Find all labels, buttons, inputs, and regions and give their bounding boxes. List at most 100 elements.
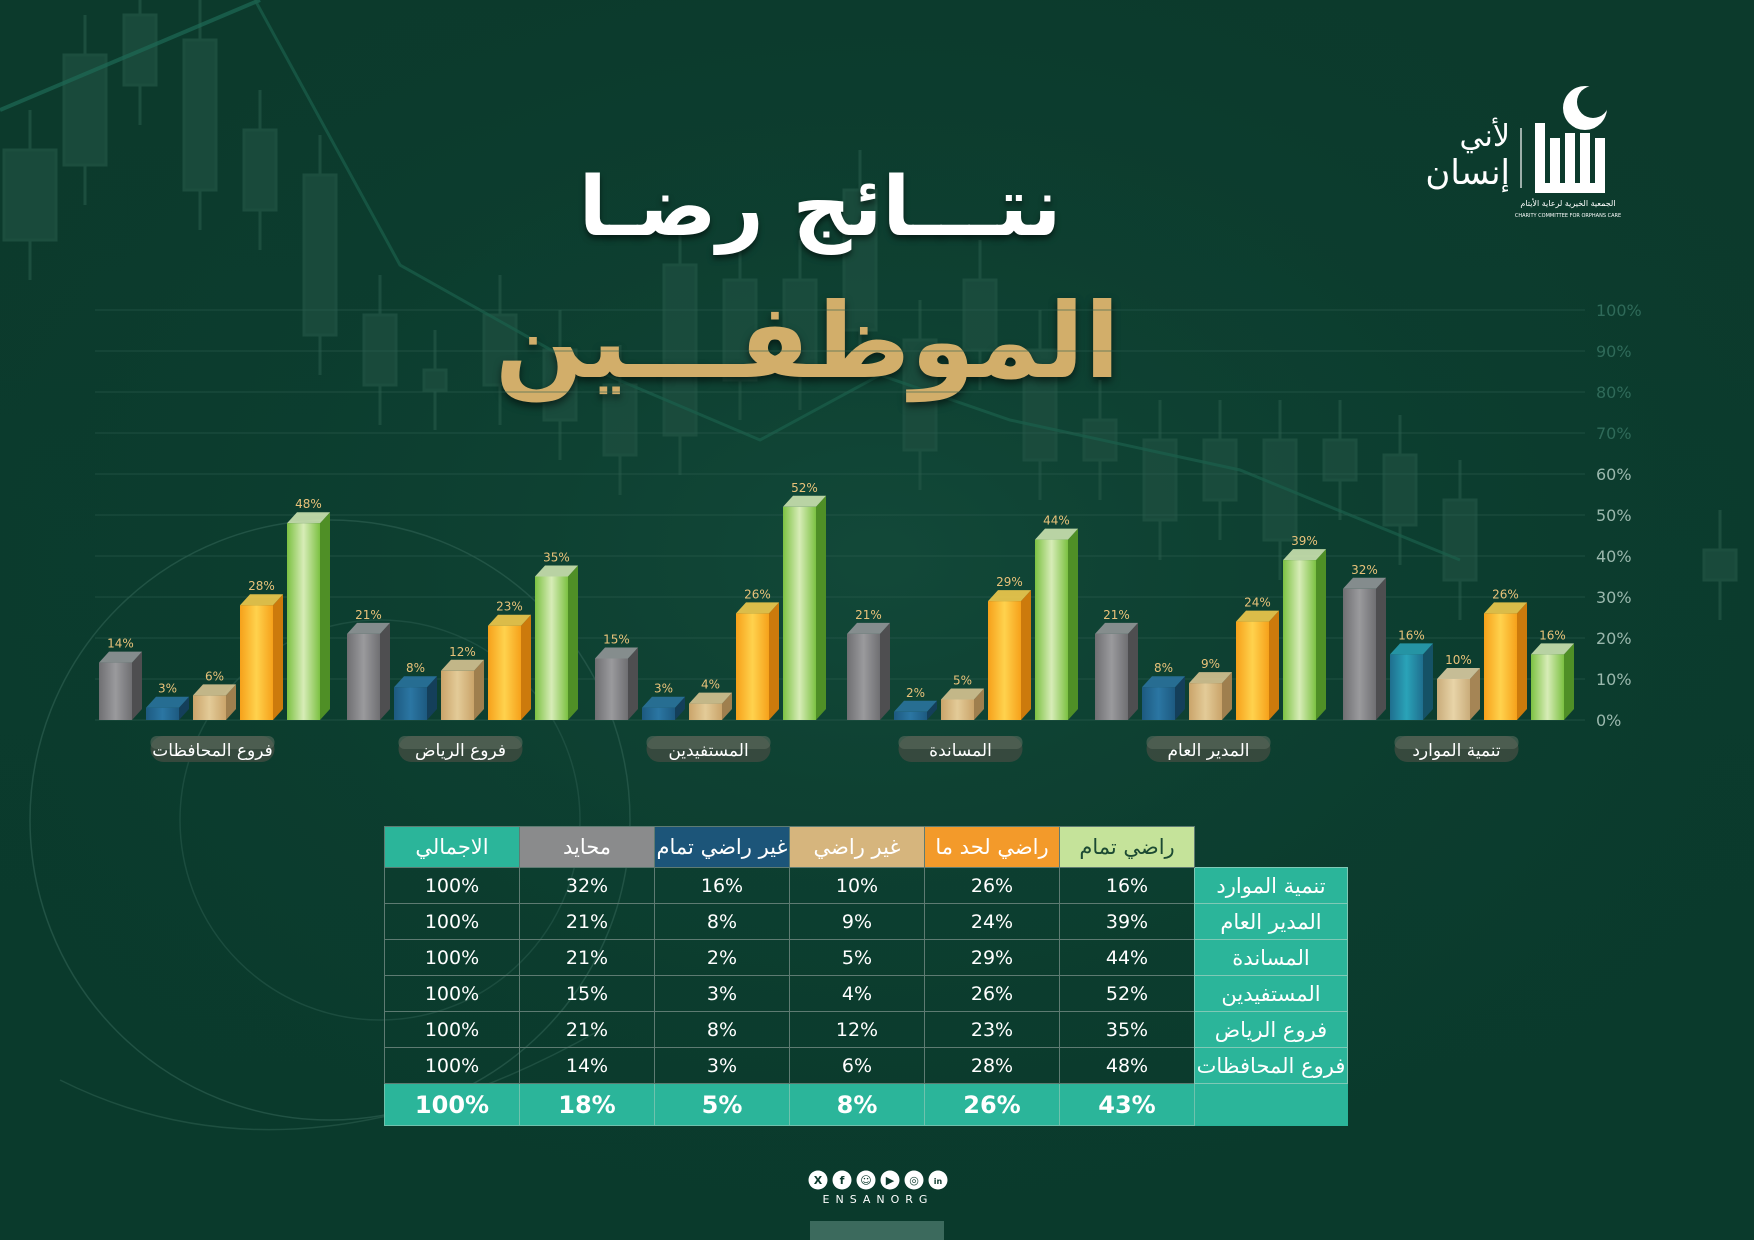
bar — [1142, 676, 1185, 720]
table-corner — [1195, 827, 1348, 868]
table-cell: 28% — [924, 1047, 1060, 1084]
table-cell: 100% — [384, 939, 520, 976]
table-cell: 32% — [519, 867, 655, 904]
bar-value-label: 26% — [744, 587, 771, 601]
table-cell: 100% — [384, 1047, 520, 1084]
table-totals-row: 43% 26% 8% 5% 18% 100% — [384, 1083, 1348, 1126]
table-cell: 9% — [789, 903, 925, 940]
svg-text:X: X — [814, 1174, 823, 1187]
table-cell: 3% — [654, 975, 790, 1012]
bar-value-label: 21% — [355, 608, 382, 622]
facebook-icon: f — [832, 1170, 852, 1190]
table-cell: 21% — [519, 939, 655, 976]
y-tick-label: 60% — [1596, 465, 1632, 484]
results-table: راضي تمام راضي لحد ما غير راضي غير راضي تما… — [384, 826, 1348, 1126]
table-header-cell: محايد — [519, 826, 655, 868]
bar — [736, 602, 779, 720]
bar — [1531, 643, 1574, 720]
page-title-line2: الموظفـــين — [494, 280, 1120, 402]
bar-value-label: 48% — [295, 497, 322, 511]
svg-text:▶: ▶ — [886, 1174, 895, 1187]
table-row-label: المدير العام — [1194, 903, 1348, 940]
table-cell: 26% — [924, 975, 1060, 1012]
bar — [1095, 622, 1138, 720]
ensan-logo: لأني إنسان الجمعية الخيرية لرعاية الأيتا… — [1425, 86, 1621, 219]
table-cell: 35% — [1059, 1011, 1195, 1048]
table-header-row: راضي تمام راضي لحد ما غير راضي غير راضي تما… — [384, 826, 1348, 868]
table-cell: 14% — [519, 1047, 655, 1084]
bar-value-label: 14% — [107, 637, 134, 651]
y-tick-label: 100% — [1596, 301, 1642, 320]
logo-text-1: لأني — [1460, 116, 1510, 154]
bar-value-label: 10% — [1445, 653, 1472, 667]
y-tick-label: 30% — [1596, 588, 1632, 607]
bar — [488, 614, 531, 720]
table-row-label: المساندة — [1194, 939, 1348, 976]
bar-value-label: 32% — [1351, 563, 1378, 577]
group-label-text: فروع المحافظات — [152, 741, 272, 761]
bar-value-label: 23% — [496, 600, 523, 614]
bar — [988, 590, 1031, 720]
table-cell: 3% — [654, 1047, 790, 1084]
bar-value-label: 26% — [1492, 587, 1519, 601]
group-label: فروع الرياض — [398, 736, 523, 762]
group-label-text: المساندة — [929, 741, 992, 761]
table-row-label: تنمية الموارد — [1194, 867, 1348, 904]
bar — [1283, 549, 1326, 720]
table-row: فروع الرياض 35% 23% 12% 8% 21% 100% — [384, 1011, 1348, 1048]
bottom-bar — [810, 1221, 944, 1240]
linkedin-icon: in — [928, 1170, 948, 1190]
bar — [1189, 672, 1232, 720]
bar-value-label: 8% — [406, 661, 425, 675]
table-cell: 100% — [384, 903, 520, 940]
logo-text-2: إنسان — [1425, 153, 1510, 193]
y-tick-label: 0% — [1596, 711, 1621, 730]
bar-value-label: 5% — [953, 674, 972, 688]
x-icon: X — [808, 1170, 828, 1190]
table-row: تنمية الموارد 16% 26% 10% 16% 32% 100% — [384, 867, 1348, 904]
logo-subtitle-en: CHARITY COMMITTEE FOR ORPHANS CARE — [1515, 213, 1621, 219]
bar — [1343, 577, 1386, 720]
table-total-cell: 18% — [519, 1083, 655, 1126]
bar — [894, 700, 937, 720]
satisfaction-bar-chart: 0% 10% 20% 30% 40% 50% 60% 70% 80% 90% 100% 14% 3% 6… — [95, 301, 1642, 762]
logo-subtitle-ar: الجمعية الخيرية لرعاية الأيتام — [1520, 198, 1615, 208]
bar-value-label: 39% — [1291, 534, 1318, 548]
table-cell: 52% — [1059, 975, 1195, 1012]
group-label-text: المدير العام — [1168, 741, 1250, 761]
table-cell: 16% — [1059, 867, 1195, 904]
bar — [441, 659, 484, 720]
page-title-line1: نتـــائج رضـا — [578, 160, 1062, 255]
table-cell: 29% — [924, 939, 1060, 976]
bar-value-label: 16% — [1539, 628, 1566, 642]
table-total-cell: 8% — [789, 1083, 925, 1126]
svg-text:☺: ☺ — [860, 1174, 871, 1187]
bar — [783, 495, 826, 720]
y-tick-label: 50% — [1596, 506, 1632, 525]
bar-value-label: 15% — [603, 633, 630, 647]
y-tick-label: 10% — [1596, 670, 1632, 689]
svg-text:f: f — [840, 1174, 845, 1187]
y-tick-label: 70% — [1596, 424, 1632, 443]
y-tick-label: 80% — [1596, 383, 1632, 402]
table-total-cell: 5% — [654, 1083, 790, 1126]
table-cell: 10% — [789, 867, 925, 904]
table-header-cell: راضي تمام — [1059, 826, 1195, 868]
bar — [146, 696, 189, 720]
svg-text:◎: ◎ — [909, 1174, 919, 1187]
table-row-label: فروع المحافظات — [1194, 1047, 1348, 1084]
table-row: المساندة 44% 29% 5% 2% 21% 100% — [384, 939, 1348, 976]
table-header-cell: راضي لحد ما — [924, 826, 1060, 868]
table-cell: 12% — [789, 1011, 925, 1048]
table-cell: 6% — [789, 1047, 925, 1084]
table-cell: 44% — [1059, 939, 1195, 976]
group-label-text: تنمية الموارد — [1412, 741, 1501, 761]
youtube-icon: ▶ — [880, 1170, 900, 1190]
table-total-cell: 43% — [1059, 1083, 1195, 1126]
table-row: فروع المحافظات 48% 28% 6% 3% 14% 100% — [384, 1047, 1348, 1084]
table-totals-blank — [1194, 1083, 1348, 1126]
group-label: تنمية الموارد — [1394, 736, 1519, 762]
bar-value-label: 35% — [543, 551, 570, 565]
bar-value-label: 16% — [1398, 628, 1425, 642]
